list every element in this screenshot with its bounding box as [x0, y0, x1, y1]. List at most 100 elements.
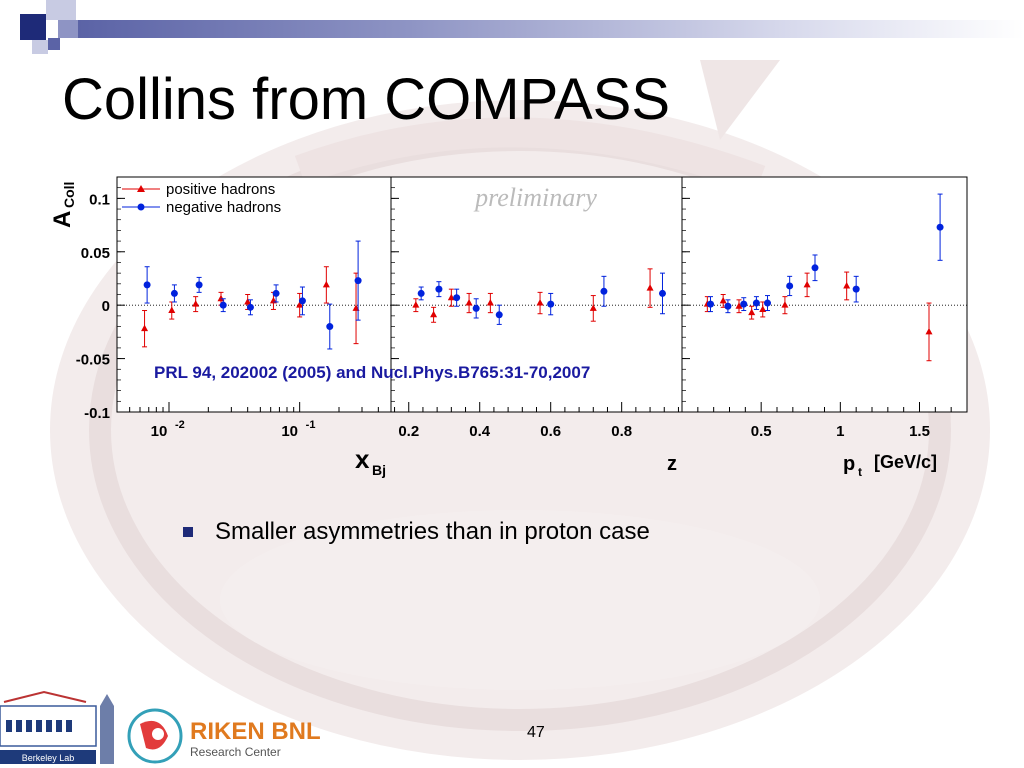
data-point-positive	[192, 300, 200, 307]
data-point-negative	[143, 281, 151, 289]
data-point-positive	[589, 304, 597, 311]
data-point-positive	[447, 293, 455, 301]
data-point-positive	[748, 308, 756, 316]
bullet-square-icon	[183, 527, 193, 537]
y-tick-label: -0.1	[84, 405, 110, 422]
x-tick-label: 0.2	[398, 423, 419, 440]
data-point-positive	[322, 280, 330, 288]
data-point-negative	[326, 323, 334, 331]
data-point-negative	[752, 299, 760, 307]
data-point-negative	[298, 297, 306, 305]
x-tick-label: 0.4	[469, 423, 491, 440]
x-tick-label: 0.8	[611, 423, 632, 440]
legend-marker-negative	[137, 203, 145, 211]
data-point-negative	[740, 300, 748, 308]
citation-text: PRL 94, 202002 (2005) and Nucl.Phys.B765…	[154, 363, 590, 382]
data-point-positive	[430, 310, 438, 318]
berkeley-lab-text: Berkeley Lab	[22, 753, 75, 763]
legend-marker-positive	[137, 185, 145, 192]
y-axis-label: A	[49, 211, 76, 228]
header-gradient-bar	[78, 20, 1024, 38]
data-point-positive	[486, 299, 494, 306]
berkeley-lab-logo: Berkeley Lab	[0, 690, 114, 764]
riken-title-text: RIKEN BNL	[190, 718, 321, 745]
corner-square-mid	[58, 20, 78, 38]
data-point-positive	[781, 301, 789, 308]
data-point-positive	[168, 306, 176, 314]
data-point-negative	[272, 289, 280, 297]
data-point-positive	[296, 301, 304, 308]
legend-label-negative: negative hadrons	[166, 199, 281, 216]
data-point-negative	[764, 299, 771, 307]
x-axis-label-z: z	[667, 453, 677, 475]
corner-square-light	[46, 0, 76, 20]
data-point-negative	[786, 282, 794, 290]
logos-area: Berkeley Lab RIKEN BNL Research Center	[0, 690, 321, 764]
x-tick-label: 0.5	[751, 423, 772, 440]
data-point-negative	[170, 289, 178, 297]
riken-sub-text: Research Center	[190, 745, 281, 759]
data-point-positive	[244, 297, 252, 305]
data-point-positive	[803, 280, 811, 288]
data-point-positive	[719, 296, 727, 304]
data-point-positive	[925, 327, 933, 335]
data-point-negative	[707, 300, 714, 308]
slide-title: Collins from COMPASS	[62, 67, 671, 132]
x-tick-label: 0.6	[540, 423, 561, 440]
data-point-positive	[465, 299, 473, 306]
x-axis-label-pt-sub: t	[858, 465, 862, 479]
data-point-positive	[759, 305, 767, 312]
data-point-negative	[354, 277, 362, 285]
x-axis-label-pt: p	[843, 453, 855, 475]
preliminary-watermark: preliminary	[473, 183, 597, 212]
collins-chart: 0.1 0.05 0 -0.05 -0.1 A Coll positive hadrons ne…	[0, 150, 1024, 490]
page-number: 47	[527, 724, 545, 741]
chart-canvas: 0.1 0.05 0 -0.05 -0.1 A Coll positive hadronsne…	[49, 176, 968, 479]
data-point-negative	[219, 301, 227, 309]
data-point-negative	[547, 300, 555, 308]
y-tick-label: -0.05	[76, 352, 110, 369]
data-point-negative	[600, 287, 608, 295]
legend-label-positive: positive hadrons	[166, 181, 275, 198]
data-point-positive	[536, 299, 544, 306]
data-point-positive	[646, 284, 654, 291]
x-tick-label: 10	[281, 423, 298, 440]
x-axis-label-pt-unit: [GeV/c]	[874, 452, 937, 472]
data-point-negative	[472, 304, 480, 312]
data-point-negative	[495, 311, 503, 319]
data-point-negative	[852, 285, 860, 293]
y-tick-label: 0.1	[89, 191, 110, 208]
data-point-positive	[141, 324, 149, 332]
x-tick-label-group: 10 -1	[281, 419, 315, 440]
corner-square-tiny	[48, 38, 60, 50]
corner-square-dark	[20, 14, 46, 40]
plot-frame	[116, 176, 968, 413]
data-point-positive	[412, 301, 420, 308]
y-tick-label: 0.05	[81, 245, 110, 262]
corner-square-small	[32, 40, 48, 54]
data-point-negative	[658, 289, 666, 297]
bullet-text: Smaller asymmetries than in proton case	[215, 518, 650, 545]
y-tick-label: 0	[102, 298, 110, 315]
bullet-item: Smaller asymmetries than in proton case	[183, 518, 650, 546]
data-point-negative	[811, 264, 819, 272]
data-point-negative	[195, 281, 203, 289]
x-tick-label-group: 10 -2	[151, 419, 185, 440]
data-point-positive	[735, 302, 743, 309]
data-point-negative	[453, 294, 461, 302]
data-point-negative	[417, 289, 425, 297]
y-axis-label-sub: Coll	[61, 182, 77, 208]
x-axis-label-xbj-sub: Bj	[372, 462, 386, 478]
x-tick-label-exponent: -2	[175, 419, 185, 431]
data-point-negative	[936, 223, 944, 231]
x-tick-label: 1	[836, 423, 844, 440]
data-point-negative	[435, 285, 443, 293]
data-point-negative	[246, 303, 254, 311]
x-tick-label-exponent: -1	[306, 419, 316, 431]
x-axis-label-xbj: x	[355, 444, 370, 474]
x-tick-label: 1.5	[909, 423, 930, 440]
riken-bnl-logo: RIKEN BNL Research Center	[127, 708, 321, 764]
data-point-positive	[843, 281, 851, 289]
x-tick-label: 10	[151, 423, 168, 440]
data-point-negative	[724, 302, 732, 310]
